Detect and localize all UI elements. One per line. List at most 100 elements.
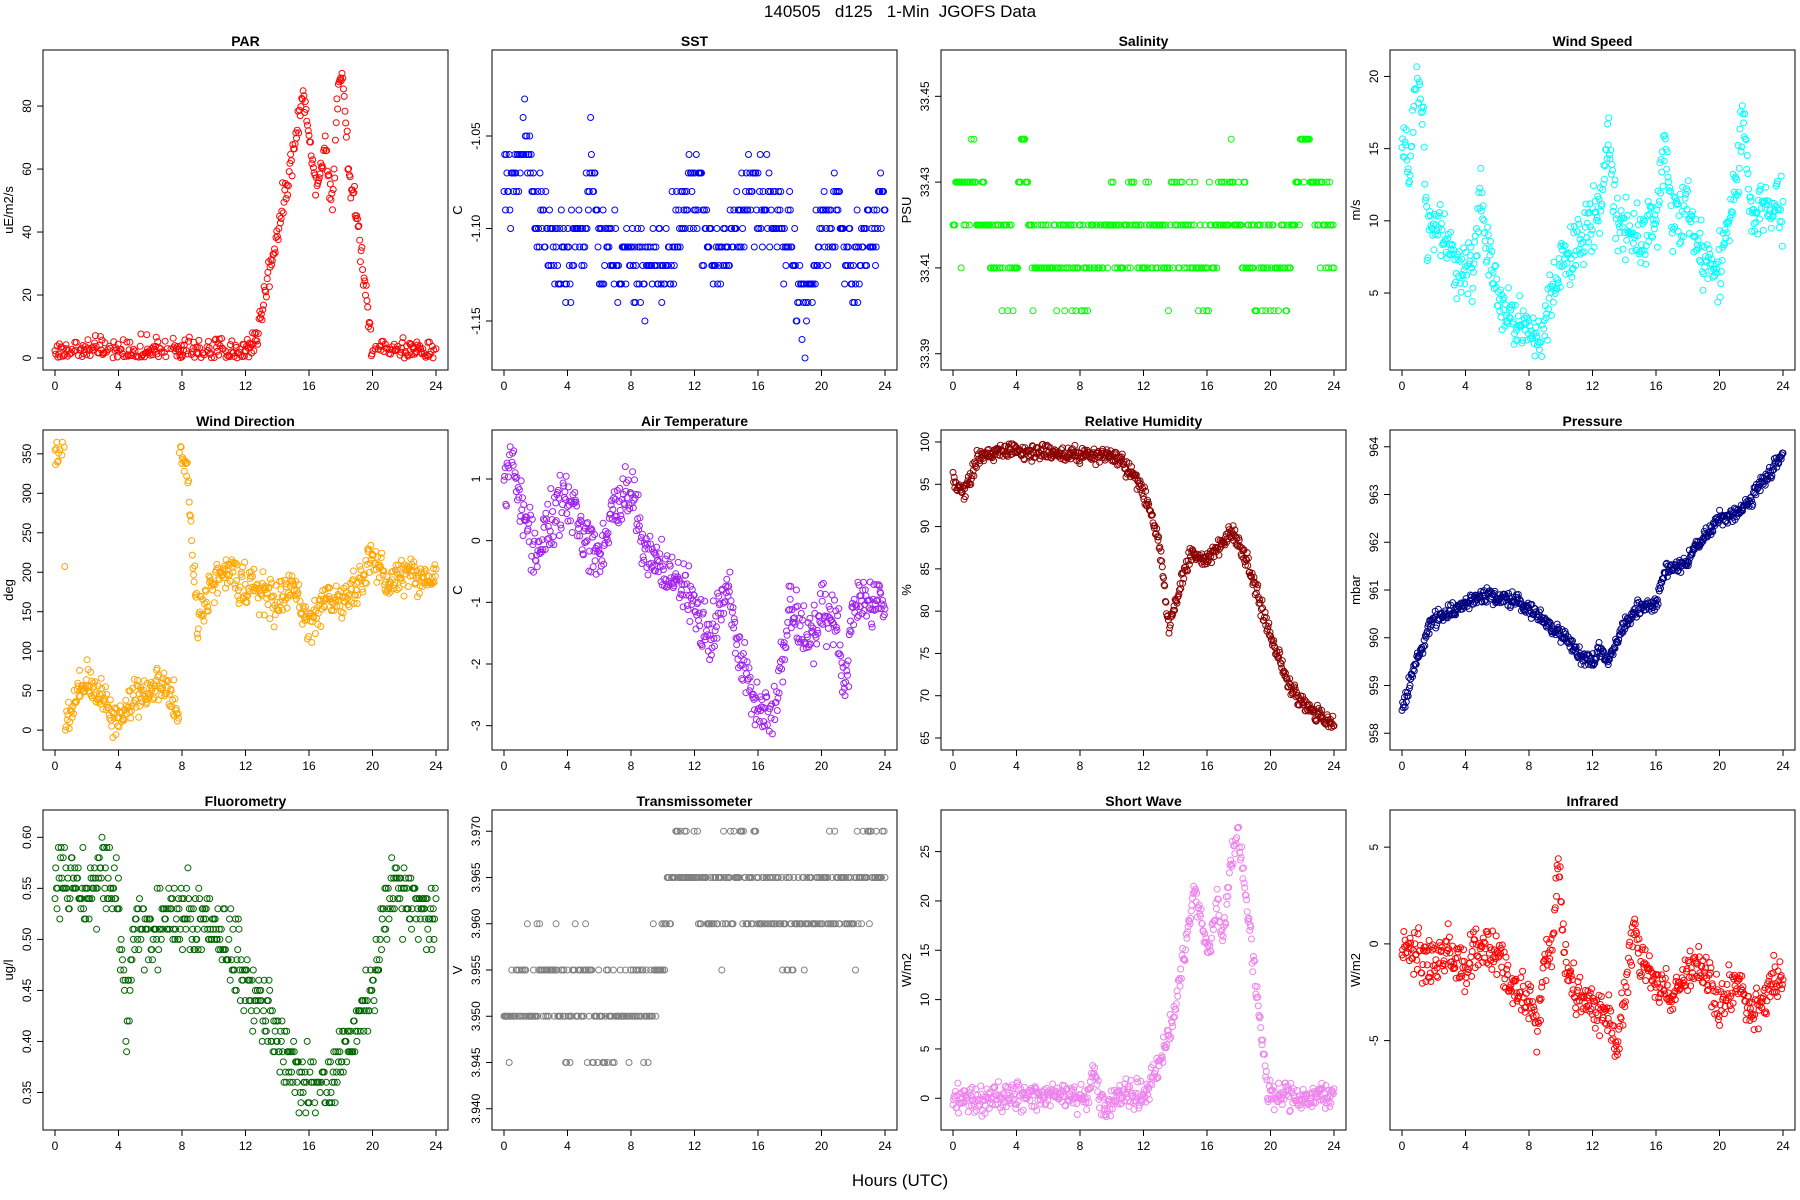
data-point: [108, 905, 116, 913]
data-point: [1405, 684, 1413, 692]
data-point: [716, 599, 724, 607]
data-point: [1655, 201, 1663, 209]
data-point: [568, 498, 576, 506]
data-point: [604, 529, 612, 537]
data-point: [223, 570, 231, 578]
data-point: [1264, 264, 1272, 272]
data-point: [776, 206, 784, 214]
data-point: [400, 592, 408, 600]
data-point: [1732, 173, 1740, 181]
data-point: [208, 935, 216, 943]
data-point: [1566, 281, 1574, 289]
data-point: [1084, 307, 1092, 315]
data-point: [378, 549, 386, 557]
data-point: [1726, 237, 1733, 245]
x-tick-label: 12: [239, 759, 253, 773]
data-point: [178, 895, 186, 903]
y-tick-label: 100: [20, 641, 34, 661]
data-point: [1749, 500, 1757, 508]
y-axis-label: mbar: [1348, 575, 1363, 605]
data-point: [97, 333, 104, 340]
data-point: [1701, 253, 1709, 260]
data-point: [1601, 175, 1608, 183]
y-axis-label: C: [450, 205, 465, 214]
data-point: [1511, 600, 1519, 608]
data-point: [622, 487, 630, 495]
x-tick-label: 20: [1713, 759, 1727, 773]
data-point: [181, 915, 189, 923]
data-point: [265, 283, 273, 291]
data-point: [657, 280, 665, 288]
data-point: [662, 225, 670, 232]
data-point: [1546, 619, 1554, 627]
data-point: [338, 69, 346, 77]
data-point: [809, 280, 817, 288]
data-point: [108, 722, 116, 730]
data-point: [1699, 537, 1707, 545]
data-point: [1140, 483, 1148, 491]
data-point: [774, 206, 782, 214]
data-point: [78, 895, 86, 903]
data-point: [350, 567, 357, 575]
data-point: [779, 678, 787, 686]
data-point: [190, 571, 197, 579]
data-point: [1157, 547, 1165, 555]
data-point: [1554, 623, 1562, 631]
data-point: [1085, 221, 1092, 229]
data-point: [233, 577, 241, 585]
data-point: [196, 344, 204, 352]
data-point: [1713, 269, 1721, 277]
data-point: [656, 262, 664, 269]
data-point: [1401, 138, 1409, 146]
data-point: [1700, 270, 1708, 278]
data-point: [78, 884, 86, 892]
data-point: [1420, 643, 1427, 651]
data-point: [377, 554, 385, 562]
data-point: [305, 131, 313, 139]
data-point: [656, 550, 664, 558]
y-tick-label: 50: [20, 684, 34, 698]
data-point: [612, 225, 620, 232]
data-point: [709, 597, 717, 605]
data-point: [980, 178, 988, 186]
data-point: [194, 625, 202, 633]
data-point: [119, 336, 127, 344]
data-point: [832, 623, 840, 631]
data-point: [1089, 221, 1097, 229]
data-point: [1104, 264, 1112, 272]
data-point: [650, 243, 658, 251]
data-point: [1422, 194, 1430, 201]
data-point: [1418, 120, 1426, 128]
data-point: [305, 633, 313, 640]
data-point: [1265, 619, 1273, 627]
y-tick-label: 963: [1367, 484, 1381, 504]
data-point: [1525, 317, 1533, 325]
data-point: [519, 494, 526, 502]
data-point: [1738, 102, 1746, 110]
data-point: [962, 221, 970, 229]
data-point: [410, 558, 418, 566]
data-point: [149, 956, 156, 964]
data-point: [179, 946, 186, 954]
panel-title: Salinity: [1119, 33, 1169, 49]
data-point: [1596, 648, 1604, 656]
data-point: [1484, 231, 1492, 239]
data-point: [554, 262, 562, 269]
data-point: [172, 925, 180, 933]
data-point: [676, 243, 684, 251]
data-point: [153, 664, 161, 672]
data-point: [342, 119, 350, 127]
data-point: [659, 566, 667, 574]
data-point: [69, 874, 77, 882]
data-point: [1412, 660, 1420, 668]
data-point: [582, 538, 590, 546]
data-point: [853, 603, 861, 611]
data-point: [838, 659, 846, 667]
data-point: [1180, 575, 1188, 583]
data-point: [1735, 164, 1743, 172]
data-point: [846, 225, 854, 232]
data-point: [1458, 255, 1466, 263]
